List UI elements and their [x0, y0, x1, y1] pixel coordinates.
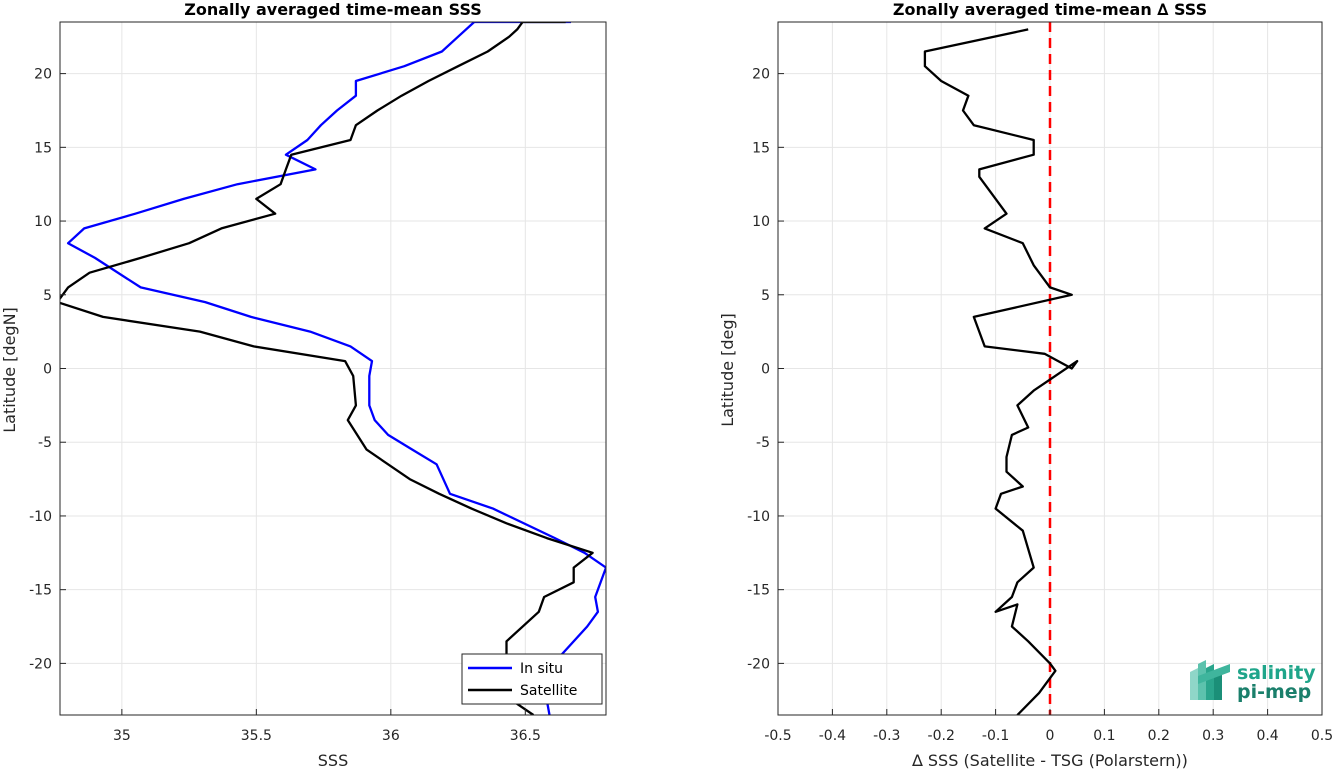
salinity-pi-mep-logo: salinity pi-mep	[1190, 660, 1316, 703]
right-xtick-label: -0.1	[982, 728, 1009, 744]
right-ytick-label: -15	[747, 583, 770, 599]
left-ticks: 35 35.5 36 36.5 20 15 10 5 0 -5 -10 -15 -20	[29, 67, 541, 744]
left-ytick-label: 15	[34, 140, 52, 156]
left-series	[60, 22, 606, 715]
right-xtick-label: 0	[1046, 728, 1055, 744]
right-ytick-label: -20	[747, 656, 770, 672]
legend-box	[461, 653, 603, 705]
right-xtick-label: 0.5	[1311, 728, 1333, 744]
logo-mark-icon	[1190, 660, 1230, 700]
legend: In situ Satellite	[461, 653, 603, 705]
right-xtick-label: 0.2	[1148, 728, 1170, 744]
right-ylabel: Latitude [deg]	[718, 313, 737, 427]
right-xtick-label: 0.1	[1093, 728, 1115, 744]
right-series	[923, 22, 1079, 715]
right-plot: Zonally averaged time-mean ∆ SSS -0.5 -0.…	[718, 0, 1333, 769]
right-ytick-label: 5	[761, 288, 770, 304]
right-xtick-label: 0.4	[1256, 728, 1278, 744]
right-xtick-label: 0.3	[1202, 728, 1224, 744]
left-ylabel: Latitude [degN]	[0, 307, 19, 433]
left-grid	[60, 22, 606, 715]
left-ytick-label: 20	[34, 67, 52, 83]
right-xtick-label: -0.4	[819, 728, 846, 744]
right-title: Zonally averaged time-mean ∆ SSS	[893, 0, 1207, 19]
legend-label-in-situ: In situ	[520, 661, 563, 677]
logo-text-pi-mep: pi-mep	[1237, 681, 1311, 703]
left-xtick-label: 36.5	[510, 728, 541, 744]
left-xtick-label: 35	[113, 728, 131, 744]
right-xtick-label: -0.2	[928, 728, 955, 744]
right-ytick-label: -10	[747, 509, 770, 525]
left-xtick-label: 35.5	[241, 728, 272, 744]
left-title: Zonally averaged time-mean SSS	[184, 0, 482, 19]
right-ticks: -0.5 -0.4 -0.3 -0.2 -0.1 0 0.1 0.2 0.3 0.4 0.5 20 15…	[747, 67, 1333, 744]
left-ytick-label: 0	[43, 362, 52, 378]
right-series-line-delta-sss	[923, 28, 1079, 715]
left-xlabel: SSS	[318, 751, 348, 769]
left-xtick-label: 36	[382, 728, 400, 744]
left-ytick-label: -15	[29, 583, 52, 599]
left-ytick-label: -10	[29, 509, 52, 525]
left-ytick-label: -20	[29, 656, 52, 672]
left-ytick-label: 10	[34, 214, 52, 230]
left-plot: Zonally averaged time-mean SSS 35 35.5 36 3…	[0, 0, 607, 769]
legend-label-satellite: Satellite	[520, 683, 577, 699]
right-ytick-label: 10	[752, 214, 770, 230]
right-ytick-label: -5	[756, 435, 770, 451]
right-ytick-label: 15	[752, 140, 770, 156]
right-xlabel: ∆ SSS (Satellite - TSG (Polarstern))	[911, 751, 1188, 769]
left-series-line-satellite	[60, 22, 594, 715]
right-xtick-label: -0.3	[873, 728, 900, 744]
logo-text-salinity: salinity	[1237, 662, 1316, 684]
right-ytick-label: 20	[752, 67, 770, 83]
left-ytick-label: 5	[43, 288, 52, 304]
left-ytick-label: -5	[38, 435, 52, 451]
right-xtick-label: -0.5	[764, 728, 791, 744]
right-ytick-label: 0	[761, 362, 770, 378]
